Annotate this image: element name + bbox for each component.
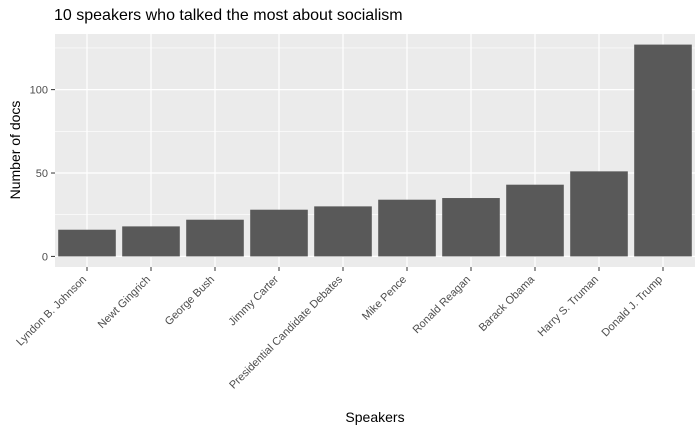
x-tick-label: Jimmy Carter: [226, 273, 281, 328]
bar: [442, 198, 500, 257]
bar: [378, 199, 436, 257]
bar: [506, 184, 564, 257]
x-tick-label: Barack Obama: [477, 273, 538, 334]
bar: [186, 219, 244, 257]
bar: [122, 226, 180, 257]
x-tick-label: Mike Pence: [360, 274, 409, 323]
x-tick-label: Lyndon B. Johnson: [14, 274, 89, 349]
x-tick-label: Newt Gingrich: [96, 274, 153, 331]
x-axis-ticks: Lyndon B. Johnson Newt Gingrich George Bus…: [14, 267, 665, 392]
x-tick-label: Harry S. Truman: [536, 274, 602, 340]
x-tick-label: Ronald Reagan: [411, 274, 474, 337]
bar: [314, 206, 372, 257]
bar: [58, 229, 116, 257]
x-axis-title: Speakers: [345, 409, 404, 425]
chart-title: 10 speakers who talked the most about so…: [54, 7, 403, 24]
x-tick-label: George Bush: [163, 274, 217, 328]
y-axis-title: Number of docs: [7, 101, 23, 200]
y-tick-label: 100: [30, 85, 48, 97]
x-tick-label: Presidential Candidate Debates: [227, 273, 345, 391]
y-tick-label: 0: [42, 251, 48, 263]
x-tick-label: Donald J. Trump: [600, 274, 666, 340]
bar: [570, 171, 628, 257]
bars: [58, 44, 692, 257]
y-tick-label: 50: [36, 168, 48, 180]
bar: [250, 209, 308, 257]
bar: [634, 44, 692, 257]
y-axis-ticks: 0 50 100: [30, 85, 55, 263]
